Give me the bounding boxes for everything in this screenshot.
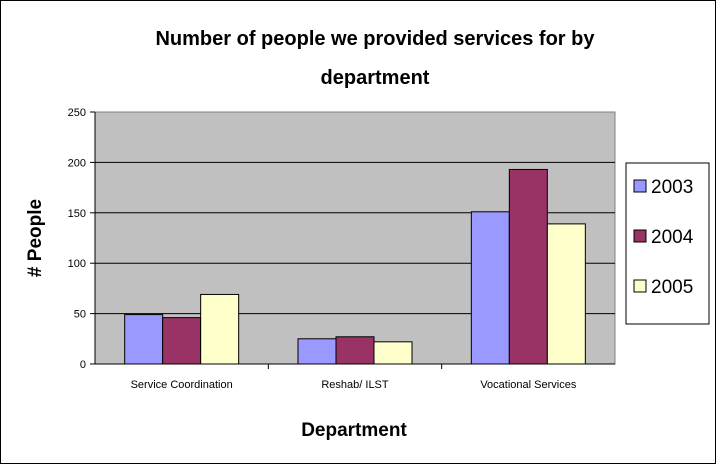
legend-swatch-2004 [633, 229, 647, 243]
x-axis-title: Department [301, 420, 407, 441]
y-tick-label-250: 250 [68, 107, 86, 119]
y-axis-title: # People [25, 199, 46, 277]
y-tick-label-50: 50 [74, 309, 86, 321]
legend-label-2003: 2003 [651, 177, 693, 198]
bar-2004-0 [162, 317, 202, 365]
x-category-label: Vocational Services [480, 379, 576, 391]
legend-swatch-2003 [633, 179, 647, 193]
x-category-label: Reshab/ ILST [321, 379, 389, 391]
bar-2004-1 [335, 336, 375, 365]
bar-2003-2 [470, 211, 510, 365]
y-tick-label-200: 200 [68, 157, 86, 169]
bar-2005-2 [546, 223, 586, 365]
bar-2005-0 [200, 293, 240, 365]
y-tick-label-100: 100 [68, 258, 86, 270]
bar-2004-2 [508, 168, 548, 365]
chart-title-line-2: department [321, 67, 430, 89]
bars [124, 168, 586, 365]
x-category-label: Service Coordination [131, 379, 233, 391]
bar-2003-0 [124, 314, 164, 365]
y-axis: 0 50 100 150 200 250 [68, 107, 96, 371]
legend-label-2004: 2004 [651, 227, 694, 248]
bar-2005-1 [373, 341, 413, 365]
y-tick-label-0: 0 [80, 359, 86, 371]
legend: 2003 2004 2005 [625, 162, 710, 325]
legend-swatch-2005 [633, 279, 647, 293]
bar-2003-1 [297, 338, 337, 365]
chart-title-line-1: Number of people we provided services fo… [155, 28, 595, 50]
legend-label-2005: 2005 [651, 277, 693, 298]
y-tick-label-150: 150 [68, 208, 86, 220]
